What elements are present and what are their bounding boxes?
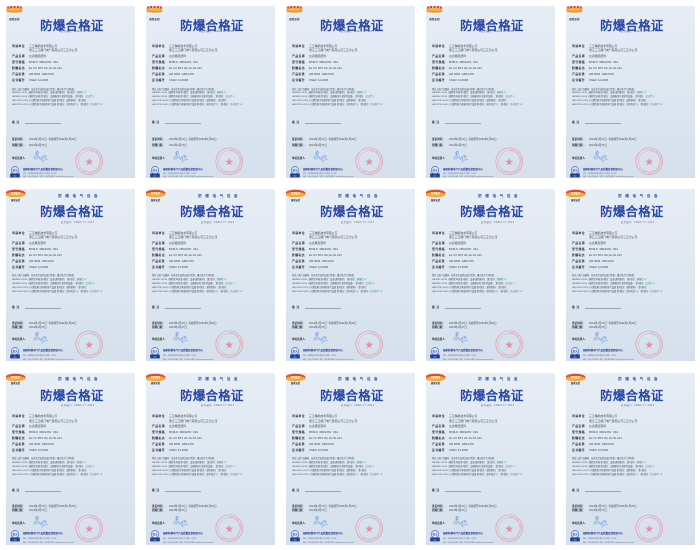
svg-text:Ex: Ex — [573, 349, 579, 354]
svg-text:Ex: Ex — [153, 167, 159, 172]
svg-text:CNEX: CNEX — [11, 375, 21, 379]
svg-text:CNEX: CNEX — [291, 375, 301, 379]
svg-text:Ex: Ex — [13, 532, 19, 537]
svg-text:CNEX: CNEX — [151, 192, 161, 196]
svg-text:CNEX: CNEX — [151, 375, 161, 379]
svg-text:Ex: Ex — [433, 349, 439, 354]
svg-text:CNEX: CNEX — [431, 192, 441, 196]
svg-text:CNEX: CNEX — [11, 192, 21, 196]
svg-text:Ex: Ex — [13, 167, 19, 172]
svg-text:CNEX: CNEX — [571, 375, 581, 379]
svg-text:CNEX: CNEX — [431, 375, 441, 379]
svg-text:Ex: Ex — [13, 349, 19, 354]
svg-text:Ex: Ex — [433, 532, 439, 537]
svg-text:Ex: Ex — [293, 532, 299, 537]
svg-text:Ex: Ex — [573, 532, 579, 537]
svg-text:Ex: Ex — [573, 167, 579, 172]
svg-text:CNEX: CNEX — [571, 192, 581, 196]
svg-text:Ex: Ex — [153, 532, 159, 537]
svg-text:Ex: Ex — [293, 167, 299, 172]
svg-text:Ex: Ex — [153, 349, 159, 354]
svg-text:CNEX: CNEX — [291, 192, 301, 196]
svg-text:Ex: Ex — [293, 349, 299, 354]
svg-text:Ex: Ex — [433, 167, 439, 172]
